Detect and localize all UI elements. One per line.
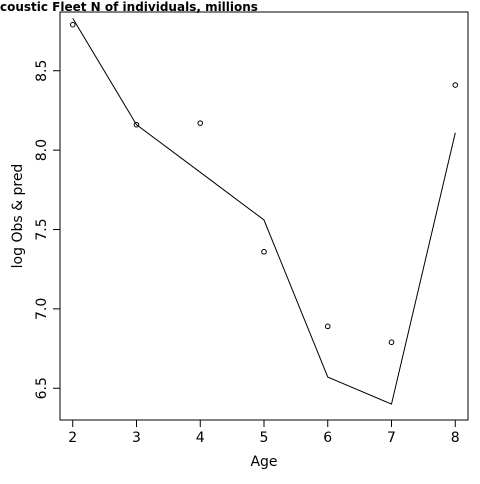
x-axis-label: Age [250,454,277,470]
x-tick-label-8: 8 [451,430,460,446]
x-axis: 2 3 4 5 6 7 8 [68,420,460,446]
x-tick-label-6: 6 [323,430,332,446]
y-tick-label-7.5: 7.5 [34,218,50,240]
predicted-line [72,18,456,405]
x-tick-label-5: 5 [260,430,269,446]
y-tick-label-6.5: 6.5 [34,377,50,399]
observed-point-age-8 [452,82,459,88]
x-tick-label-3: 3 [132,430,141,446]
x-tick-label-2: 2 [68,430,77,446]
plot-box [59,11,469,421]
observed-point-age-4 [197,120,204,126]
series-layer [69,18,459,405]
observed-point-age-6 [324,323,331,330]
y-tick-label-8.5: 8.5 [34,60,50,82]
y-tick-label-8.0: 8.0 [34,139,50,161]
observed-point-age-5 [261,248,267,255]
observed-point-age-7 [388,339,395,346]
y-tick-label-7.0: 7.0 [34,298,50,320]
x-tick-label-4: 4 [196,430,205,446]
chart-title: coustic Fleet N of individuals, millions [0,0,258,14]
observed-point-age-3 [133,121,140,128]
y-axis-label: log Obs & pred [10,164,26,269]
observed-point-age-2 [69,21,76,28]
x-tick-label-7: 7 [387,430,396,446]
y-axis: 6.5 7.0 7.5 8.0 8.5 [34,60,60,399]
